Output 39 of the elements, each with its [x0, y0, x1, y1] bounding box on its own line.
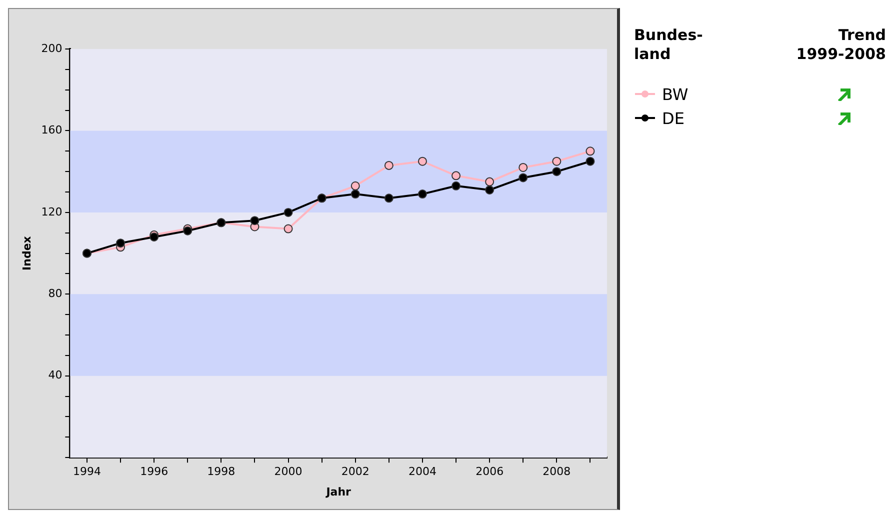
y-tick-label: 40: [48, 368, 62, 382]
point: [452, 171, 461, 180]
x-tick-label: 2008: [542, 465, 571, 478]
x-tick-label: 1998: [207, 465, 236, 478]
point: [518, 173, 528, 182]
y-tick-label: 120: [41, 205, 62, 218]
point: [284, 224, 293, 234]
y-axis-title: Index: [20, 236, 34, 270]
legend-label: DE: [662, 108, 686, 128]
point: [116, 238, 126, 248]
x-tick-label: 2006: [476, 465, 504, 478]
x-tick-label: 1996: [140, 465, 168, 478]
y-tick-label: 80: [48, 287, 62, 300]
point: [350, 181, 360, 190]
legend-title: Bundes-land: [634, 26, 704, 64]
text: Trend 1999-2008: [795, 26, 886, 64]
x-tick-label: 2000: [274, 465, 302, 478]
point: [250, 216, 260, 226]
point: [485, 177, 494, 186]
point: [350, 190, 360, 199]
point: [452, 181, 461, 190]
x-tick-label: 2004: [408, 465, 436, 478]
point: [418, 190, 427, 199]
x-tick-label: 1994: [72, 465, 101, 478]
point: [552, 167, 562, 176]
point: [586, 146, 595, 156]
point: [552, 156, 562, 166]
y-tick-label: 200: [41, 42, 62, 55]
y-tick-label: 160: [41, 124, 62, 137]
point: [284, 208, 293, 217]
x-tick-label: 2002: [341, 465, 370, 478]
point: [485, 185, 494, 194]
point: [384, 194, 394, 203]
point: [384, 160, 394, 170]
x-axis-title: Jahr: [325, 485, 352, 498]
point: [518, 162, 528, 172]
point: [586, 156, 595, 166]
point: [418, 156, 427, 166]
legend-label: BW: [662, 84, 690, 104]
